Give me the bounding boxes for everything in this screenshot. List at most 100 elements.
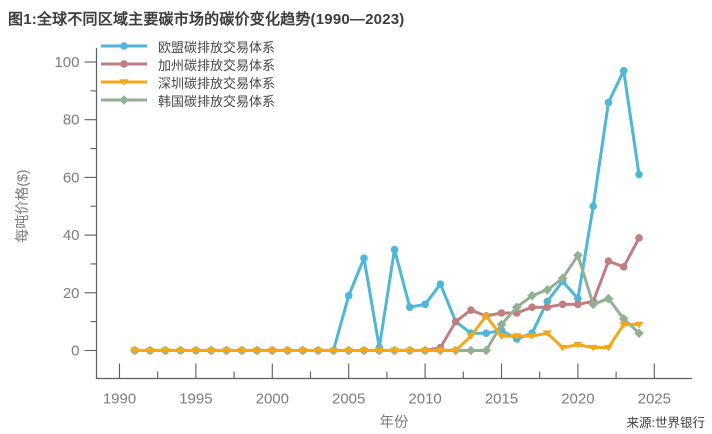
data-point-marker — [451, 347, 461, 355]
data-point-marker — [574, 300, 582, 309]
data-point-marker — [405, 347, 415, 355]
x-tick-label: 1990 — [103, 391, 136, 408]
legend-swatch-svg — [101, 60, 147, 68]
x-tick-label: 2015 — [485, 391, 518, 408]
series-line — [134, 314, 639, 352]
data-point-marker — [252, 347, 262, 355]
y-tick-label: 20 — [63, 285, 80, 302]
data-point-marker — [130, 347, 140, 355]
data-point-marker — [282, 347, 293, 355]
legend-item-california-ets: 加州碳排放交易体系 — [100, 57, 276, 73]
data-point-marker — [482, 329, 491, 337]
data-point-marker — [467, 306, 475, 314]
y-axis-title: 每吨价格($) — [14, 169, 30, 243]
data-point-marker — [435, 347, 445, 355]
data-point-marker — [389, 347, 400, 355]
data-point-marker — [527, 333, 537, 340]
legend-item-eu-ets: 欧盟碳排放交易体系 — [100, 39, 276, 55]
data-point-marker — [588, 344, 598, 352]
data-point-marker — [511, 302, 522, 313]
data-point-marker — [542, 285, 553, 295]
data-point-marker — [558, 344, 568, 352]
data-point-marker — [634, 328, 644, 338]
legend-item-korea-ets: 韩国碳排放交易体系 — [100, 93, 276, 109]
data-point-marker — [267, 347, 277, 355]
x-axis-title: 年份 — [379, 415, 409, 431]
data-point-marker — [298, 347, 308, 355]
data-point-marker — [618, 313, 629, 324]
data-point-marker — [542, 330, 552, 337]
data-point-marker — [588, 299, 598, 310]
legend-label: 欧盟碳排放交易体系 — [158, 39, 276, 55]
x-tick-label: 1995 — [179, 391, 212, 408]
series-line — [134, 69, 641, 352]
data-point-marker — [374, 347, 384, 355]
legend-label: 韩国碳排放交易体系 — [158, 93, 276, 109]
data-point-marker — [619, 321, 629, 329]
legend-label: 加州碳排放交易体系 — [158, 57, 276, 73]
data-point-marker — [313, 347, 323, 355]
data-point-marker — [466, 333, 476, 340]
source-note: 来源:世界银行 — [626, 416, 705, 430]
data-point-marker — [421, 300, 429, 309]
y-tick-label: 80 — [63, 112, 80, 129]
series-2 — [130, 313, 644, 355]
data-point-marker — [496, 333, 507, 340]
data-point-marker — [619, 263, 628, 271]
legend-swatch-svg — [101, 79, 147, 86]
legend-swatch-svg — [101, 95, 147, 105]
legend: 欧盟碳排放交易体系 加州碳排放交易体系 深圳碳排放交易体系 韩国碳排放交易体系 — [100, 39, 276, 109]
x-tick-label: 2010 — [408, 391, 441, 408]
data-point-marker — [466, 345, 476, 356]
y-tick-label: 40 — [63, 227, 80, 244]
data-point-marker — [420, 347, 430, 355]
x-tick-label: 2025 — [638, 391, 671, 408]
data-point-marker — [512, 333, 522, 340]
legend-swatch-svg — [101, 42, 147, 50]
data-point-marker — [528, 303, 536, 312]
data-point-marker — [328, 347, 339, 355]
data-point-marker — [543, 297, 552, 306]
y-tick-label: 0 — [71, 343, 79, 360]
legend-marker-eu-icon — [100, 39, 148, 53]
data-point-marker — [557, 273, 568, 284]
data-point-marker — [120, 42, 128, 50]
x-tick-label: 2000 — [256, 391, 289, 408]
x-tick-label: 2005 — [332, 391, 365, 408]
data-point-marker — [527, 290, 537, 301]
data-point-marker — [496, 319, 507, 330]
data-point-marker — [543, 303, 552, 312]
data-point-marker — [390, 245, 399, 254]
data-point-marker — [145, 347, 155, 355]
data-point-marker — [573, 341, 583, 349]
data-point-marker — [558, 300, 567, 309]
legend-marker-california-icon — [100, 57, 148, 71]
data-point-marker — [344, 347, 354, 355]
x-tick-label: 2020 — [561, 391, 594, 408]
legend-marker-korea-icon — [100, 93, 148, 107]
data-point-marker — [481, 345, 492, 356]
data-point-marker — [206, 347, 216, 355]
legend-marker-shenzhen-icon — [100, 75, 148, 89]
data-point-marker — [603, 293, 614, 304]
data-point-marker — [603, 344, 614, 352]
data-point-marker — [573, 250, 583, 261]
data-point-marker — [604, 98, 613, 107]
y-tick-label: 100 — [54, 54, 79, 71]
data-point-marker — [436, 280, 445, 288]
legend-label: 深圳碳排放交易体系 — [158, 75, 276, 91]
data-point-marker — [191, 347, 201, 355]
data-point-marker — [237, 347, 247, 355]
data-point-marker — [344, 291, 353, 300]
data-point-marker — [481, 313, 491, 320]
data-point-marker — [360, 254, 368, 262]
chart-title: 图1:全球不同区域主要碳市场的碳价变化趋势(1990—2023) — [8, 11, 405, 28]
data-point-marker — [634, 321, 644, 329]
data-point-marker — [574, 294, 582, 303]
data-point-marker — [451, 317, 460, 326]
data-point-marker — [119, 95, 129, 105]
data-point-marker — [176, 347, 186, 355]
data-point-marker — [160, 347, 170, 355]
series-0 — [130, 66, 643, 355]
